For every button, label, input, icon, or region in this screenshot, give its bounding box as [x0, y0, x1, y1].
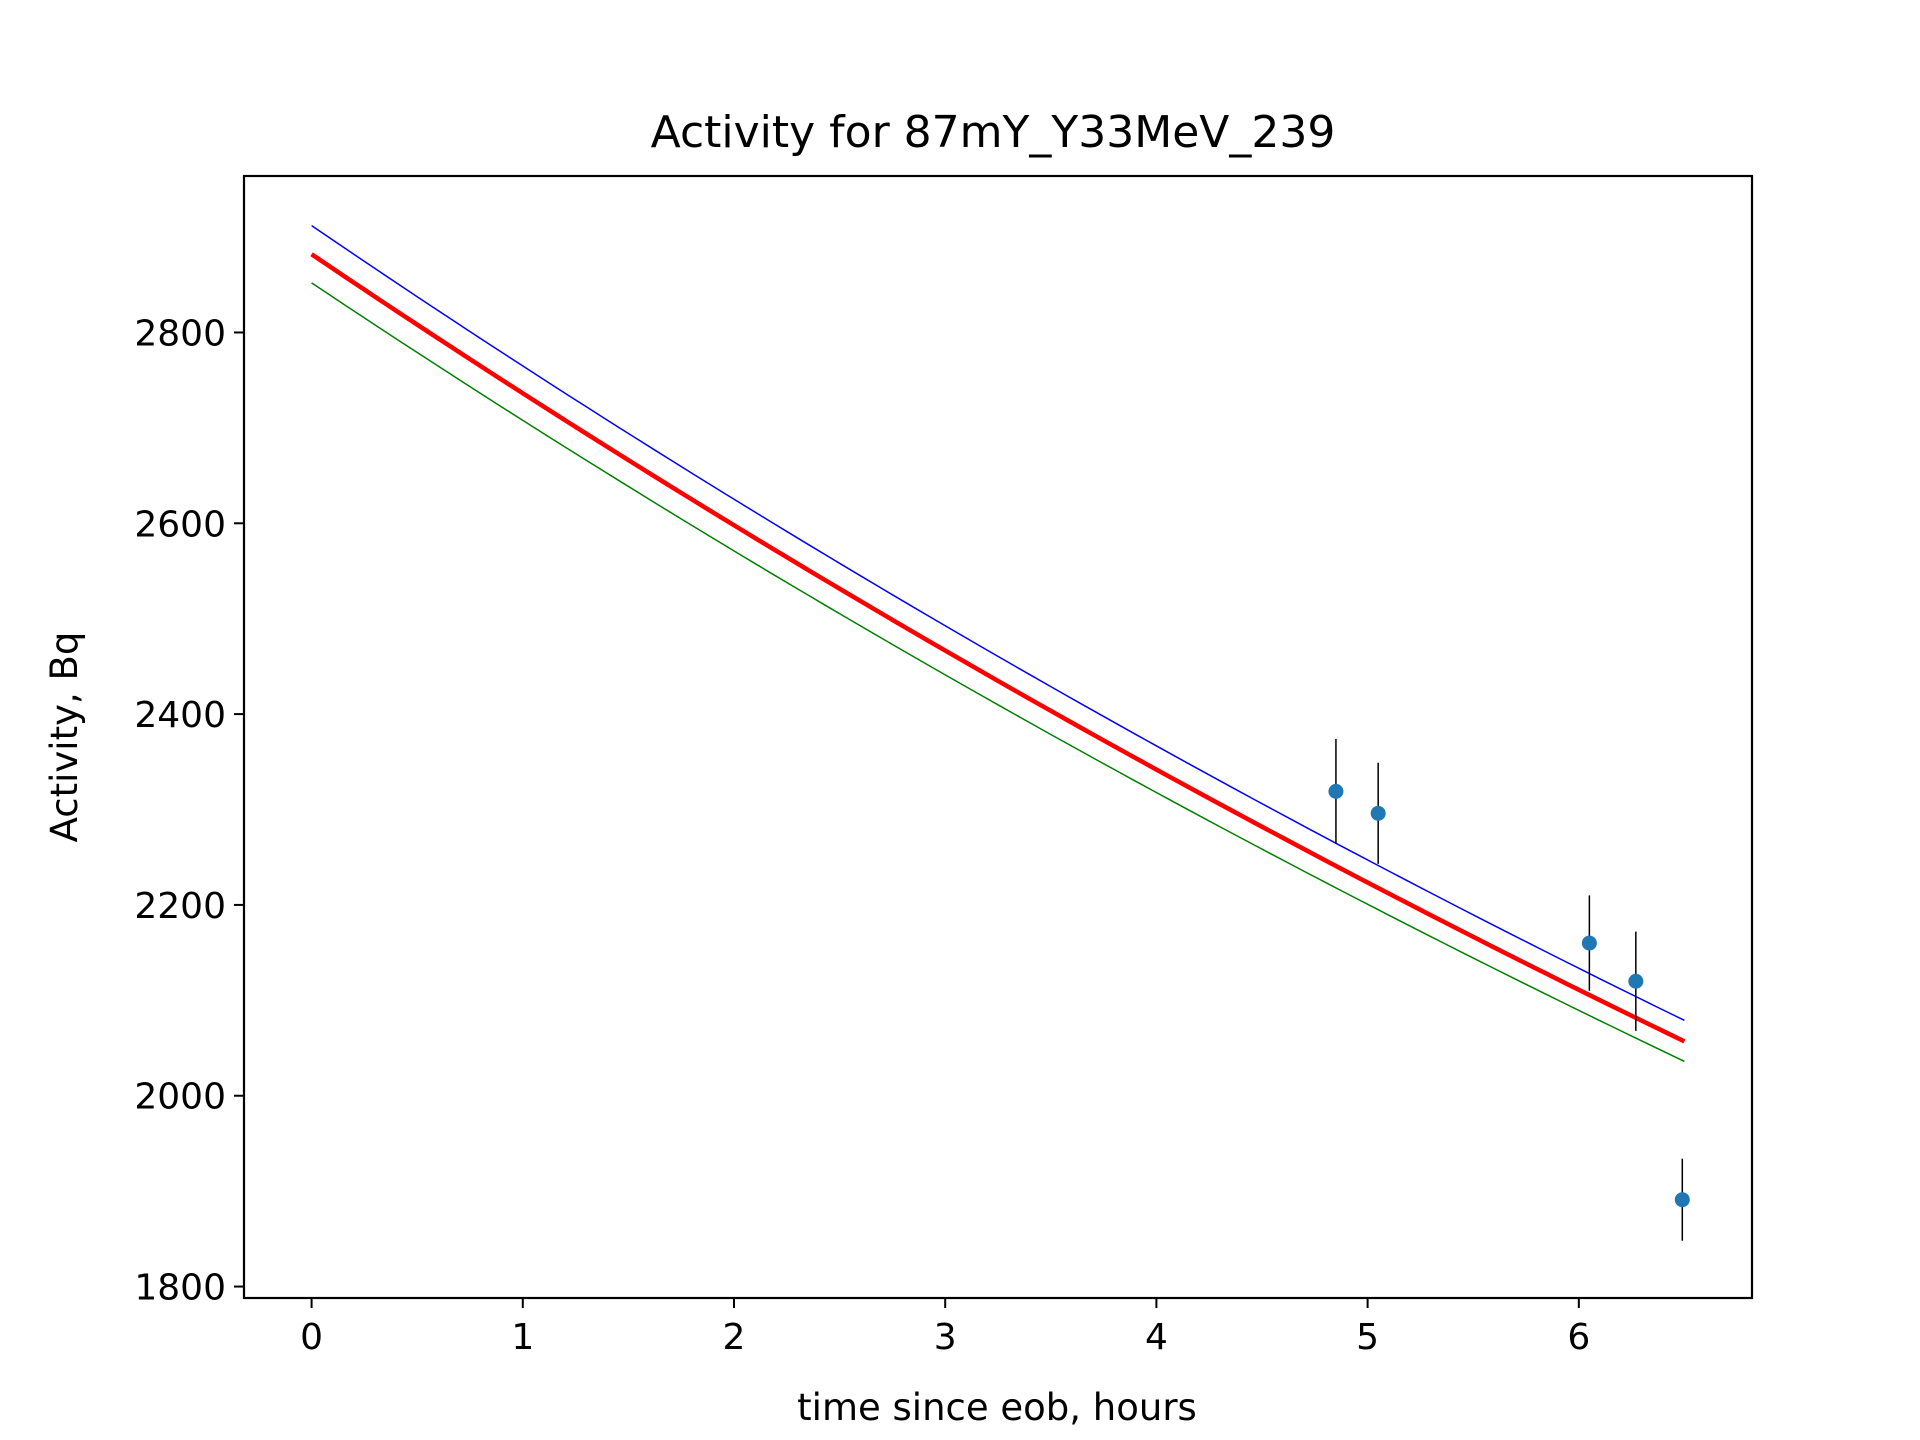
- y-tick-label: 2600: [134, 504, 226, 545]
- x-axis: 0 1 2 3 4 5 6: [300, 1298, 1590, 1358]
- plot-area: [310, 224, 1690, 1241]
- y-tick-label: 2200: [134, 886, 226, 927]
- data-point-2: [1581, 935, 1597, 951]
- data-point-4: [1674, 1192, 1690, 1208]
- axes-frame: [242, 174, 1754, 1300]
- x-tick-label: 6: [1567, 1317, 1590, 1358]
- lower-bound-line: [311, 282, 1685, 1063]
- x-tick-label: 3: [934, 1317, 957, 1358]
- x-tick-label: 5: [1356, 1317, 1379, 1358]
- y-tick-label: 2800: [134, 313, 226, 354]
- data-point-1: [1370, 805, 1386, 821]
- data-point-3: [1628, 973, 1644, 989]
- y-tick-label: 2000: [134, 1077, 226, 1118]
- data-point-0: [1328, 783, 1344, 799]
- chart-title: Activity for 87mY_Y33MeV_239: [651, 107, 1336, 158]
- y-axis: 1800 2000 2200 2400 2600 2800: [134, 313, 244, 1309]
- x-tick-label: 1: [511, 1317, 534, 1358]
- x-tick-label: 2: [723, 1317, 746, 1358]
- y-axis-label: Activity, Bq: [43, 632, 86, 843]
- x-tick-label: 0: [300, 1317, 323, 1358]
- y-tick-label: 1800: [134, 1268, 226, 1309]
- fit-line: [310, 252, 1686, 1044]
- x-tick-label: 4: [1145, 1317, 1168, 1358]
- upper-bound-line: [311, 224, 1685, 1022]
- y-tick-label: 2400: [134, 695, 226, 736]
- x-axis-label: time since eob, hours: [797, 1386, 1197, 1429]
